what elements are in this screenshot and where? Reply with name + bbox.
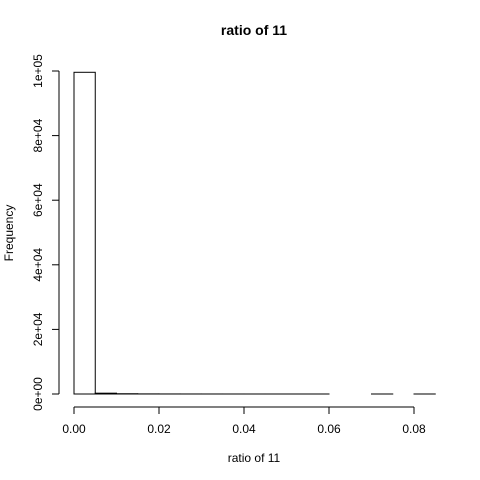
x-tick-label: 0.02 [147,422,171,436]
x-axis-label: ratio of 11 [228,451,281,465]
x-tick-label: 0.00 [62,422,86,436]
y-tick-label: 0e+00 [31,377,45,411]
x-tick-label: 0.04 [232,422,256,436]
y-tick-label: 2e+04 [31,312,45,346]
y-tick-label: 4e+04 [31,248,45,282]
bar [73,71,96,395]
x-tick-label: 0.08 [402,422,426,436]
y-tick-label: 1e+05 [31,54,45,88]
chart-title: ratio of 11 [221,22,287,38]
bar [94,392,117,395]
y-tick-label: 8e+04 [31,118,45,152]
x-tick-label: 0.06 [317,422,341,436]
y-axis-label: Frequency [2,205,16,262]
y-tick-label: 6e+04 [31,183,45,217]
